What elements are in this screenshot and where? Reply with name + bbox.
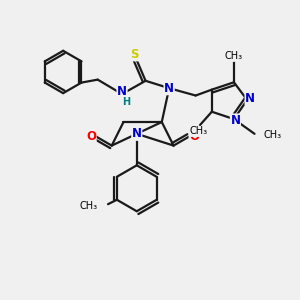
Text: N: N	[245, 92, 255, 105]
Text: H: H	[122, 97, 130, 107]
Text: O: O	[86, 130, 96, 143]
Text: CH₃: CH₃	[225, 51, 243, 62]
Text: N: N	[132, 127, 142, 140]
Text: CH₃: CH₃	[190, 126, 208, 136]
Text: O: O	[189, 130, 199, 143]
Text: N: N	[230, 114, 240, 127]
Text: S: S	[130, 48, 139, 61]
Text: CH₃: CH₃	[80, 201, 98, 211]
Text: N: N	[164, 82, 174, 95]
Text: N: N	[117, 85, 127, 98]
Text: CH₃: CH₃	[263, 130, 281, 140]
